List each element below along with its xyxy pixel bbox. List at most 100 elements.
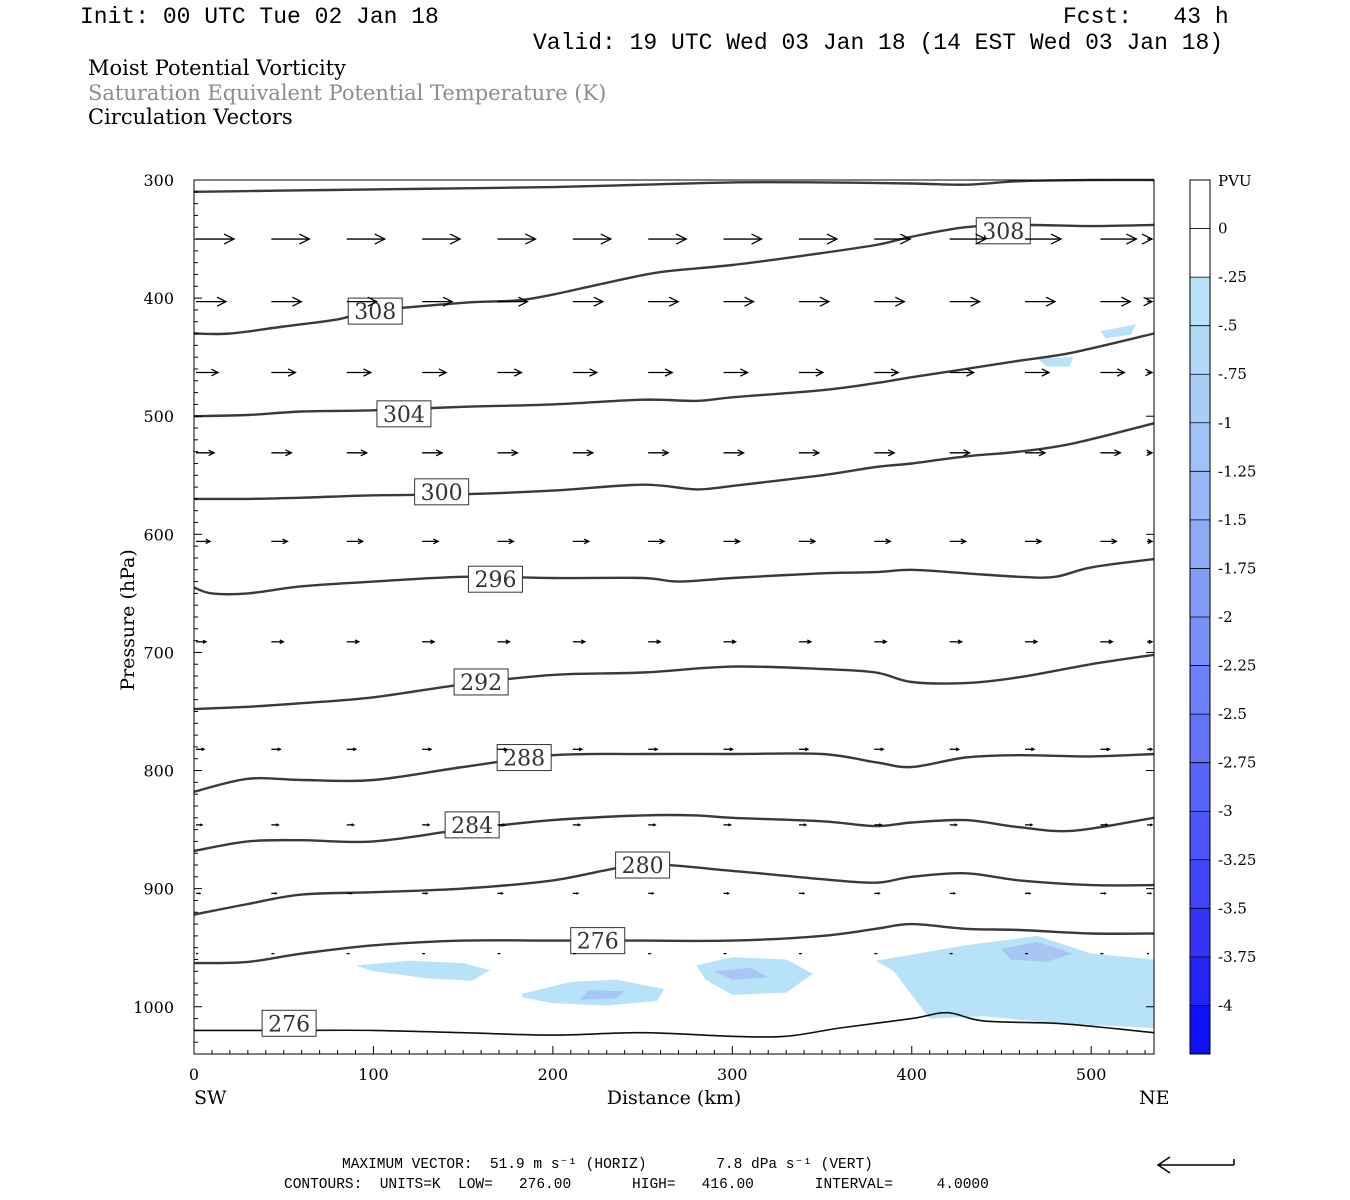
vector-head-0-2 <box>374 233 387 245</box>
vector-head-2-10 <box>966 368 976 377</box>
max-vector-note: MAXIMUM VECTOR: 51.9 m s⁻¹ (HORIZ) 7.8 d… <box>342 1157 873 1173</box>
vector-head-1-8 <box>819 296 831 307</box>
vector-head-7-6 <box>652 823 657 827</box>
colorbar-label-14: -3.5 <box>1218 899 1247 917</box>
vector-head-3-4 <box>511 449 519 457</box>
x-axis-title: Distance (km) <box>607 1087 742 1109</box>
vector-head-1-3 <box>442 296 454 307</box>
vector-head-2-1 <box>287 368 297 377</box>
colorbar-label-9: -2.25 <box>1218 657 1256 675</box>
vector-head-1-7 <box>744 296 756 307</box>
vector-head-4-7 <box>734 538 742 545</box>
vector-head-3-3 <box>435 449 444 457</box>
vector-head-4-10 <box>960 538 968 545</box>
vector-head-5-12 <box>1108 639 1114 645</box>
colorbar-label-13: -3.25 <box>1218 851 1256 869</box>
vector-head-4-1 <box>282 538 289 545</box>
vector-head-5-2 <box>354 639 361 645</box>
vector-head-0-11 <box>1050 233 1063 245</box>
contour-line-288-4 <box>193 752 1155 793</box>
colorbar-label-15: -3.75 <box>1218 948 1256 966</box>
y-tick-label-500: 500 <box>143 407 174 426</box>
colorbar-label-10: -2.5 <box>1218 705 1247 723</box>
vector-head-5-9 <box>882 639 888 645</box>
vector-head-1-2 <box>367 296 379 307</box>
vector-head-8-8 <box>802 892 806 895</box>
vector-head-1-5 <box>593 296 605 307</box>
contour-label-4: 288 <box>503 747 545 772</box>
vector-head-2-8 <box>815 368 825 377</box>
vector-head-6-11 <box>1031 747 1036 752</box>
vector-head-7-13 <box>1149 823 1154 827</box>
vector-head-1-9 <box>894 296 906 307</box>
y-tick-label-1000: 1000 <box>133 998 174 1017</box>
colorbar-label-16: -4 <box>1218 996 1233 1014</box>
colorbar-label-6: -1.5 <box>1218 511 1247 529</box>
vector-head-5-0 <box>202 639 208 644</box>
vector-head-4-0 <box>205 538 212 545</box>
pv-region-3 <box>875 935 1154 1028</box>
vector-head-8-5 <box>576 892 580 895</box>
y-tick-label-800: 800 <box>143 762 174 781</box>
contour-label-3: 284 <box>451 814 493 839</box>
x-tick-label-400: 400 <box>896 1065 927 1084</box>
pv-region-6 <box>1001 941 1074 962</box>
contour-layer: 276 276 280 284 288 292 296 300 304 308 308 <box>193 178 1155 1038</box>
vector-head-2-0 <box>211 368 220 377</box>
vector-head-7-8 <box>803 823 808 827</box>
pv-region-5 <box>714 967 769 980</box>
vector-head-2-6 <box>664 368 674 377</box>
colorbar-swatch-1 <box>1190 228 1210 278</box>
colorbar-label-5: -1.25 <box>1218 462 1256 480</box>
contour-label-0: 276 <box>268 1012 310 1037</box>
vector-head-8-13 <box>1149 892 1153 895</box>
colorbar-swatch-12 <box>1190 762 1210 812</box>
vector-head-2-9 <box>890 368 900 377</box>
contour-label-6: 296 <box>474 568 516 593</box>
colorbar-swatch-15 <box>1190 908 1210 958</box>
valid-time-label: Valid: 19 UTC Wed 03 Jan 18 (14 EST Wed … <box>533 30 1224 56</box>
vector-head-6-1 <box>277 747 282 752</box>
contour-label-2: 280 <box>622 854 664 879</box>
vector-head-4-3 <box>433 538 440 545</box>
colorbar-label-8: -2 <box>1218 608 1233 626</box>
vector-head-6-13 <box>1149 747 1154 752</box>
vector-head-6-8 <box>804 747 810 752</box>
x-tick-label-0: 0 <box>189 1065 199 1084</box>
pv-region-8 <box>1037 357 1074 367</box>
colorbar-swatch-8 <box>1190 568 1210 618</box>
field-label-theta-es: Saturation Equivalent Potential Temperat… <box>88 81 607 105</box>
vector-layer <box>196 233 1154 955</box>
contour-line-292-5 <box>193 653 1155 711</box>
vector-head-1-13 <box>1143 296 1154 307</box>
vector-head-8-10 <box>952 892 957 895</box>
vector-head-3-7 <box>737 449 746 457</box>
vector-head-2-13 <box>1145 368 1154 377</box>
colorbar-swatch-16 <box>1190 956 1210 1006</box>
vector-head-7-4 <box>502 823 506 827</box>
vector-head-2-12 <box>1116 368 1126 377</box>
vector-head-3-13 <box>1146 449 1154 457</box>
vector-head-6-5 <box>578 747 584 752</box>
vector-head-8-9 <box>877 892 881 895</box>
vector-head-1-10 <box>970 296 982 307</box>
vector-head-7-9 <box>878 823 883 827</box>
x-axis-end-ne: NE <box>1139 1087 1170 1109</box>
colorbar-swatch-10 <box>1190 665 1210 715</box>
vector-head-7-0 <box>199 823 204 827</box>
vector-head-8-2 <box>349 892 354 895</box>
vector-head-0-13 <box>1141 233 1154 245</box>
contour-label-box-5 <box>453 668 509 696</box>
vector-head-3-6 <box>661 449 670 457</box>
plot-frame <box>193 179 1155 1055</box>
vector-head-7-3 <box>426 823 431 827</box>
y-tick-label-400: 400 <box>143 289 174 308</box>
vector-head-5-3 <box>430 639 436 645</box>
vector-head-2-7 <box>740 368 750 377</box>
vector-head-3-0 <box>208 449 216 457</box>
colorbar-swatch-11 <box>1190 714 1210 764</box>
y-tick-label-600: 600 <box>143 525 174 544</box>
x-tick-label-500: 500 <box>1076 1065 1107 1084</box>
vector-head-8-12 <box>1103 892 1107 895</box>
forecast-hour-label: Fcst: 43 h <box>1063 4 1229 30</box>
